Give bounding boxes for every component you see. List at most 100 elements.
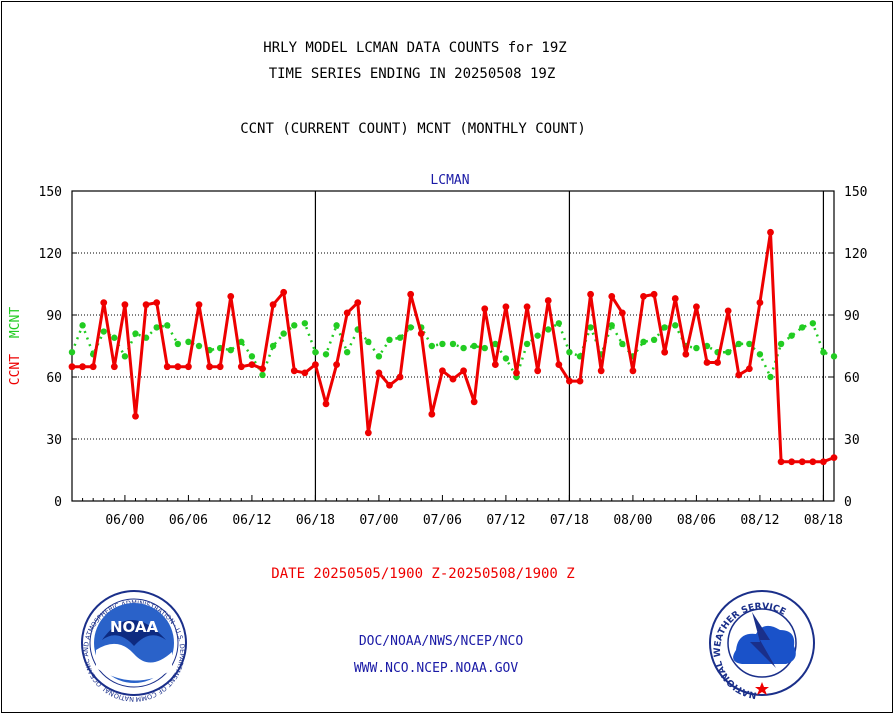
point-ccnt [714,359,721,366]
point-mcnt [174,340,182,348]
point-ccnt [798,458,806,466]
noaa-logo-text: NOAA [110,618,159,636]
point-ccnt [640,293,647,300]
point-ccnt [174,363,182,371]
x-tick-label-08-12: 08/12 [740,513,779,528]
point-ccnt [142,301,150,309]
point-ccnt [756,299,764,306]
point-ccnt [290,367,298,375]
point-mcnt [333,322,340,329]
y-tick-label-left-60: 60 [46,371,62,386]
point-mcnt [248,353,256,360]
svg-text:CCNT MCNT: CCNT MCNT [8,307,23,386]
point-mcnt [343,349,351,356]
point-ccnt [830,454,838,461]
point-mcnt [492,340,499,348]
point-ccnt [428,410,436,418]
x-tick-label-07-06: 07/06 [423,513,462,528]
point-mcnt [640,338,647,346]
point-mcnt [693,344,700,352]
point-mcnt [735,340,742,348]
point-ccnt [280,288,288,296]
point-ccnt [576,377,584,385]
point-mcnt [185,338,192,346]
point-ccnt [407,290,415,298]
y-axis-label: CCNT MCNT [8,307,23,386]
point-mcnt [365,338,372,346]
x-tick-label-06-00: 06/00 [105,513,144,528]
footer-line-1: DOC/NOAA/NWS/NCEP/NCO [359,634,524,649]
point-mcnt [153,324,160,331]
point-mcnt [322,351,330,358]
point-ccnt [481,305,489,313]
point-ccnt [364,429,372,437]
y-tick-label-left-30: 30 [46,433,62,448]
point-ccnt [502,303,510,311]
y-tick-label-right-120: 120 [844,247,867,262]
y-axis-label-ccnt: CCNT [8,354,23,385]
point-ccnt [566,377,573,385]
point-mcnt [767,373,774,381]
point-mcnt [650,336,658,343]
point-mcnt [830,353,838,360]
point-mcnt [386,336,393,343]
y-tick-label-left-0: 0 [54,495,62,510]
x-tick-label-06-06: 06/06 [169,513,208,528]
point-mcnt [121,353,129,360]
y-tick-label-right-60: 60 [844,371,860,386]
point-ccnt [587,290,594,298]
point-mcnt [280,330,287,337]
point-ccnt [449,375,457,383]
point-mcnt [132,330,139,337]
point-ccnt [693,303,700,311]
nws-logo: NATIONAL WEATHER SERVICE [709,590,815,700]
x-axis-label: DATE 20250505/1900 Z-20250508/1900 Z [271,566,574,582]
point-ccnt [237,363,245,371]
series-mcnt [68,320,838,381]
x-tick-label-08-06: 08/06 [677,513,716,528]
point-ccnt [100,299,108,306]
point-mcnt [227,346,234,354]
point-ccnt [259,365,266,373]
point-mcnt [460,344,467,352]
point-ccnt [121,301,129,309]
x-tick-label-08-00: 08/00 [613,513,652,528]
point-ccnt [618,309,626,317]
point-ccnt [396,373,404,381]
point-ccnt [216,363,224,371]
x-tick-labels: 06/00 06/06 06/12 06/18 07/00 07/06 07/12 07/18… [105,513,843,528]
point-mcnt [301,320,309,327]
point-mcnt [545,326,552,333]
point-mcnt [799,324,806,331]
point-ccnt [703,359,711,366]
point-ccnt [767,228,774,236]
point-mcnt [470,342,478,350]
point-mcnt [481,344,488,352]
point-mcnt [672,322,679,329]
point-mcnt [312,349,319,356]
point-ccnt [820,458,827,466]
point-ccnt [227,293,235,300]
point-ccnt [185,363,192,371]
x-tick-label-07-00: 07/00 [359,513,398,528]
point-mcnt [111,334,118,341]
point-mcnt [788,332,795,339]
point-ccnt [79,363,86,371]
point-ccnt [132,412,139,420]
x-tick-label-06-12: 06/12 [232,513,271,528]
point-mcnt [407,324,414,331]
x-tick-label-07-12: 07/12 [486,513,525,528]
point-ccnt [110,363,118,371]
point-mcnt [534,332,541,339]
point-ccnt [534,367,542,375]
point-ccnt [460,367,467,375]
y-tick-label-right-30: 30 [844,433,860,448]
header-line-2: TIME SERIES ENDING IN 20250508 19Z [269,66,556,82]
point-mcnt [375,353,383,360]
point-mcnt [269,342,277,350]
point-mcnt [756,351,764,358]
point-ccnt [343,309,351,317]
point-ccnt [386,381,393,389]
y-tick-label-left-150: 150 [39,185,62,200]
